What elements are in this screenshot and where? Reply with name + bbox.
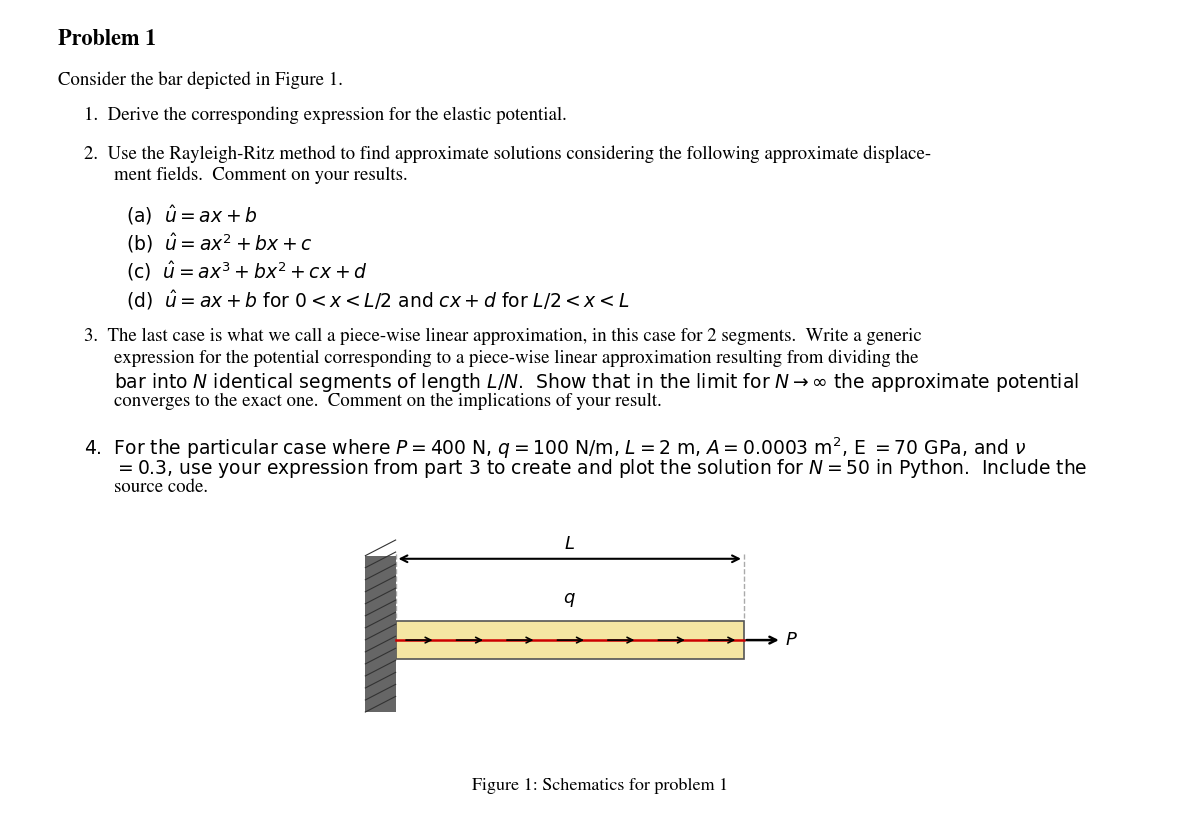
Bar [365, 555, 396, 712]
Text: $P$: $P$ [786, 631, 798, 649]
Text: (c)  $\hat{u} = ax^3 + bx^2 + cx + d$: (c) $\hat{u} = ax^3 + bx^2 + cx + d$ [126, 259, 367, 284]
Text: 3.  The last case is what we call a piece-wise linear approximation, in this cas: 3. The last case is what we call a piece… [84, 328, 922, 345]
Text: $L$: $L$ [564, 535, 575, 552]
Text: 1.  Derive the corresponding expression for the elastic potential.: 1. Derive the corresponding expression f… [84, 107, 566, 124]
Text: $= 0.3$, use your expression from part 3 to create and plot the solution for $N : $= 0.3$, use your expression from part 3… [114, 457, 1087, 480]
Bar [396, 621, 744, 659]
Text: $q$: $q$ [563, 590, 576, 609]
Text: Consider the bar depicted in Figure 1.: Consider the bar depicted in Figure 1. [58, 71, 342, 88]
Text: (d)  $\hat{u} = ax + b$ for $0 < x < L/2$ and $cx + d$ for $L/2 < x < L$: (d) $\hat{u} = ax + b$ for $0 < x < L/2$… [126, 288, 630, 312]
Text: bar into $N$ identical segments of length $L/N$.  Show that in the limit for $N : bar into $N$ identical segments of lengt… [114, 371, 1079, 394]
Text: (b)  $\hat{u} = ax^2 + bx + c$: (b) $\hat{u} = ax^2 + bx + c$ [126, 231, 313, 255]
Text: ment fields.  Comment on your results.: ment fields. Comment on your results. [114, 167, 408, 184]
Text: Figure 1: Schematics for problem 1: Figure 1: Schematics for problem 1 [472, 778, 728, 794]
Text: converges to the exact one.  Comment on the implications of your result.: converges to the exact one. Comment on t… [114, 393, 661, 410]
Text: 4.  For the particular case where $P = 400$ N, $q = 100$ N/m, $L = 2$ m, $A = 0.: 4. For the particular case where $P = 40… [84, 435, 1026, 461]
Text: source code.: source code. [114, 479, 208, 496]
Text: Problem 1: Problem 1 [58, 29, 156, 50]
Text: expression for the potential corresponding to a piece-wise linear approximation : expression for the potential correspondi… [114, 349, 918, 367]
Text: (a)  $\hat{u} = ax + b$: (a) $\hat{u} = ax + b$ [126, 203, 258, 227]
Text: 2.  Use the Rayleigh-Ritz method to find approximate solutions considering the f: 2. Use the Rayleigh-Ritz method to find … [84, 145, 931, 163]
